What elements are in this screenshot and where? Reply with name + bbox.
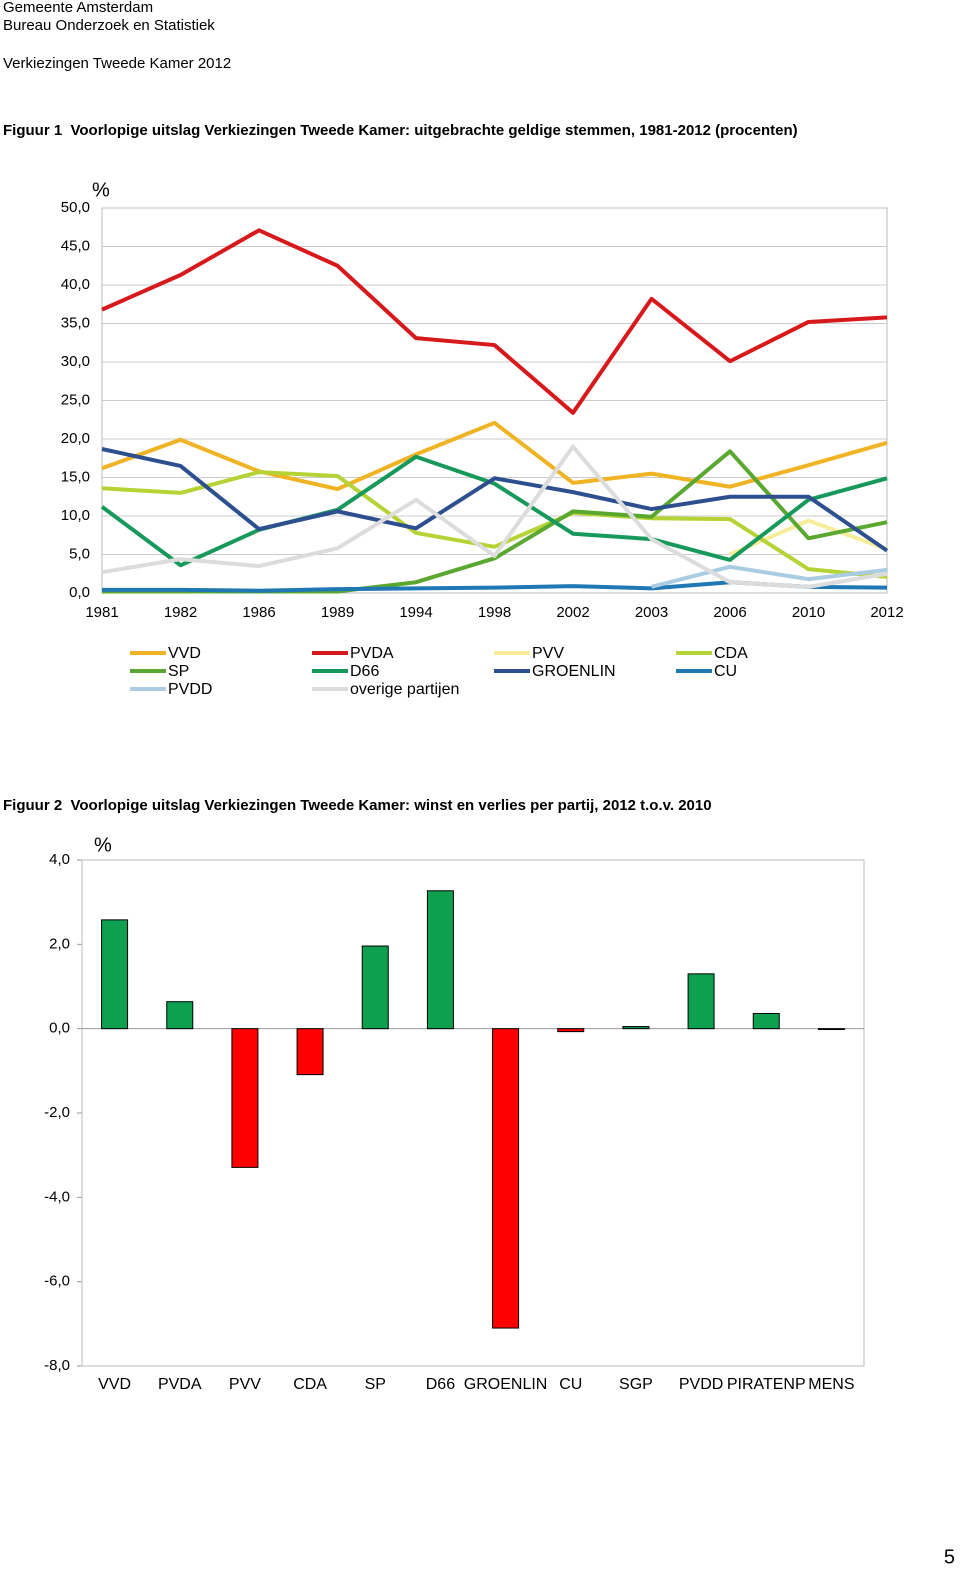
series-line <box>102 449 888 594</box>
y-tick-label: 5,0 <box>69 545 90 562</box>
legend-label: overige partijen <box>350 681 459 698</box>
x-tick-label: 1989 <box>321 604 354 621</box>
bar <box>426 890 454 1030</box>
series-line <box>101 470 888 579</box>
x-tick-label: 1998 <box>478 604 511 621</box>
bar <box>296 1028 324 1076</box>
x-tick-label: D66 <box>426 1376 455 1393</box>
y-tick-label: 50,0 <box>61 199 90 216</box>
y-tick-label: 2,0 <box>49 935 70 952</box>
bar <box>492 1028 520 1329</box>
bar <box>817 1028 845 1031</box>
legend-label: CDA <box>714 645 748 662</box>
x-tick-label: GROENLIN <box>464 1376 548 1393</box>
legend-label: PVV <box>532 645 564 662</box>
bar <box>166 1001 194 1030</box>
series-line <box>101 444 888 589</box>
x-tick-label: SGP <box>619 1376 653 1393</box>
bar <box>557 1028 585 1033</box>
y-tick-label: -2,0 <box>44 1104 70 1121</box>
y-tick-label: -6,0 <box>44 1273 70 1290</box>
x-tick-label: 1982 <box>164 604 197 621</box>
y-tick-label: 30,0 <box>61 353 90 370</box>
legend-label: PVDD <box>168 681 212 698</box>
x-tick-label: CU <box>559 1376 582 1393</box>
y-tick-label: 0,0 <box>69 584 90 601</box>
y-unit: % <box>92 179 110 201</box>
x-tick-label: 1981 <box>85 604 118 621</box>
y-tick-label: 10,0 <box>61 507 90 524</box>
legend-label: GROENLIN <box>532 663 616 680</box>
y-tick-label: -4,0 <box>44 1188 70 1205</box>
x-tick-label: PVDA <box>158 1376 202 1393</box>
legend-label: PVDA <box>350 645 394 662</box>
series-line <box>100 454 888 568</box>
y-tick-label: 20,0 <box>61 430 90 447</box>
x-tick-label: VVD <box>98 1376 131 1393</box>
series-line <box>651 564 888 589</box>
bar <box>622 1026 650 1030</box>
page-number: 5 <box>944 1546 955 1568</box>
figure-title: Figuur 2 Voorlopige uitslag Verkiezingen… <box>3 797 712 814</box>
subject: Verkiezingen Tweede Kamer 2012 <box>3 55 231 72</box>
x-tick-label: PVV <box>229 1376 261 1393</box>
series-line <box>729 518 888 557</box>
y-unit: % <box>94 834 112 856</box>
x-tick-label: 2002 <box>556 604 589 621</box>
bar <box>101 919 129 1030</box>
y-tick-label: 40,0 <box>61 276 90 293</box>
x-tick-label: 1986 <box>242 604 275 621</box>
y-tick-label: 45,0 <box>61 237 90 254</box>
y-tick-label: 15,0 <box>61 468 90 485</box>
x-tick-label: MENS <box>808 1376 854 1393</box>
x-tick-label: CDA <box>293 1376 327 1393</box>
x-tick-label: 2006 <box>713 604 746 621</box>
bar <box>752 1012 780 1030</box>
series-line <box>101 228 888 415</box>
legend-label: SP <box>168 663 189 680</box>
figure-title: Figuur 1 Voorlopige uitslag Verkiezingen… <box>3 122 798 139</box>
plot-area <box>81 859 865 1367</box>
y-tick-label: -8,0 <box>44 1357 70 1374</box>
series-line <box>101 447 889 553</box>
x-tick-label: SP <box>365 1376 386 1393</box>
bar <box>687 973 715 1030</box>
bar <box>231 1028 259 1168</box>
x-tick-label: PIRATENP <box>727 1376 806 1393</box>
plot-area <box>101 207 888 594</box>
bar <box>361 945 389 1030</box>
x-tick-label: 2012 <box>870 604 903 621</box>
x-tick-label: PVDD <box>679 1376 723 1393</box>
y-tick-label: 25,0 <box>61 391 90 408</box>
legend-label: VVD <box>168 645 201 662</box>
legend-label: CU <box>714 663 737 680</box>
org: Gemeente Amsterdam <box>3 0 153 16</box>
dept: Bureau Onderzoek en Statistiek <box>3 17 215 34</box>
y-tick-label: 0,0 <box>49 1020 70 1037</box>
x-tick-label: 1994 <box>399 604 432 621</box>
y-tick-label: 35,0 <box>61 314 90 331</box>
legend-label: D66 <box>350 663 379 680</box>
x-tick-label: 2010 <box>792 604 825 621</box>
x-tick-label: 2003 <box>635 604 668 621</box>
y-tick-label: 4,0 <box>49 851 70 868</box>
